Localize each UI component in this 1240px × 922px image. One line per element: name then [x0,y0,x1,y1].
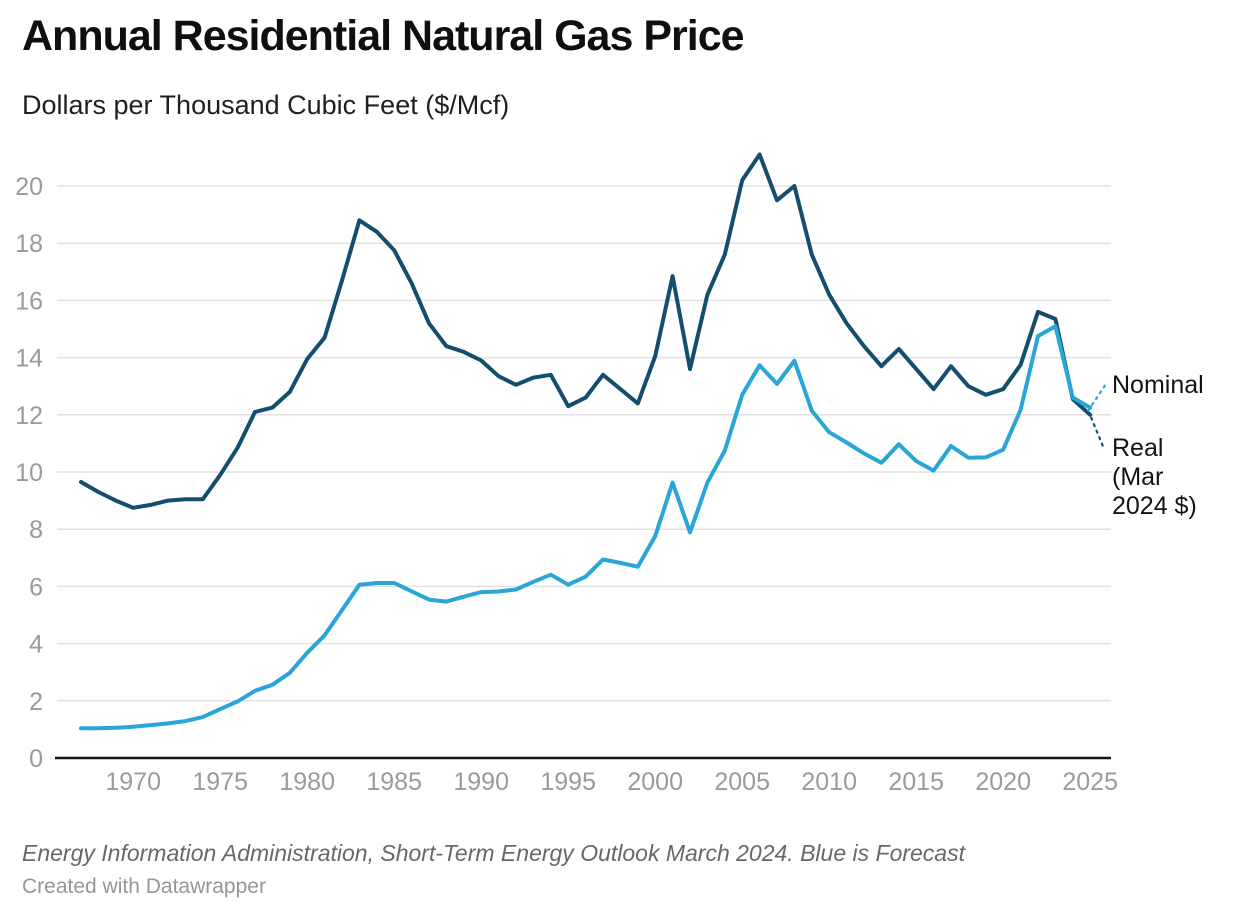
source-note: Energy Information Administration, Short… [22,840,965,866]
y-tick-label: 2 [29,688,43,716]
x-tick-label: 2015 [888,768,944,796]
leader-line-real [1090,416,1105,448]
y-tick-label: 10 [15,459,43,487]
x-tick-label: 1990 [453,768,509,796]
line-chart: 0 2 4 6 8 10 12 14 16 18 20 1970 1975 1980 1985 1990 199… [15,152,1118,796]
y-tick-label: 12 [15,402,43,430]
chart-subtitle: Dollars per Thousand Cubic Feet ($/Mcf) [22,90,510,120]
y-tick-label: 14 [15,345,43,373]
y-tick-label: 0 [29,745,43,773]
x-tick-label: 1980 [279,768,335,796]
x-tick-label: 2020 [975,768,1031,796]
chart-title: Annual Residential Natural Gas Price [22,12,745,60]
x-tick-label: 2025 [1062,768,1118,796]
series-line-nominal[interactable] [79,324,1093,731]
y-tick-label: 8 [29,516,43,544]
x-tick-label: 1970 [105,768,161,796]
x-tick-label: 1995 [540,768,596,796]
series-label-nominal: Nominal [1112,371,1204,399]
x-tick-label: 1975 [192,768,248,796]
x-tick-label: 2010 [801,768,857,796]
y-tick-label: 4 [29,631,43,659]
y-tick-label: 16 [15,287,43,315]
datawrapper-credit: Created with Datawrapper [22,875,266,898]
y-tick-label: 20 [15,173,43,201]
series-line-real[interactable] [79,152,1093,510]
y-tick-label: 6 [29,573,43,601]
x-tick-label: 1985 [366,768,422,796]
y-tick-label: 18 [15,230,43,258]
x-tick-label: 2000 [627,768,683,796]
x-tick-label: 2005 [714,768,770,796]
leader-line-nominal [1087,382,1108,412]
series-label-real: Real (Mar 2024 $) [1112,434,1197,520]
